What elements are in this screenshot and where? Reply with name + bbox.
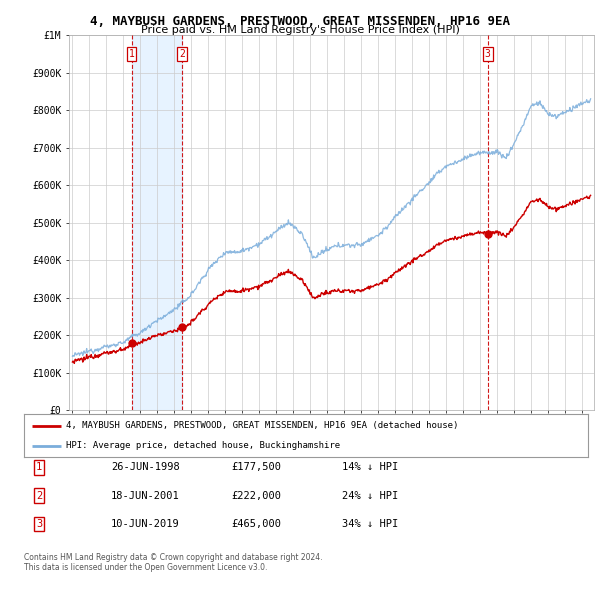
Text: 14% ↓ HPI: 14% ↓ HPI [342, 463, 398, 472]
Text: 34% ↓ HPI: 34% ↓ HPI [342, 519, 398, 529]
Text: 3: 3 [36, 519, 42, 529]
Text: Contains HM Land Registry data © Crown copyright and database right 2024.: Contains HM Land Registry data © Crown c… [24, 553, 323, 562]
Text: 2: 2 [179, 49, 185, 59]
Text: 2: 2 [36, 491, 42, 500]
Text: 4, MAYBUSH GARDENS, PRESTWOOD, GREAT MISSENDEN, HP16 9EA (detached house): 4, MAYBUSH GARDENS, PRESTWOOD, GREAT MIS… [66, 421, 458, 430]
Text: £177,500: £177,500 [231, 463, 281, 472]
Text: 10-JUN-2019: 10-JUN-2019 [111, 519, 180, 529]
Text: This data is licensed under the Open Government Licence v3.0.: This data is licensed under the Open Gov… [24, 563, 268, 572]
Text: 26-JUN-1998: 26-JUN-1998 [111, 463, 180, 472]
Text: £465,000: £465,000 [231, 519, 281, 529]
Text: 4, MAYBUSH GARDENS, PRESTWOOD, GREAT MISSENDEN, HP16 9EA: 4, MAYBUSH GARDENS, PRESTWOOD, GREAT MIS… [90, 15, 510, 28]
Text: 3: 3 [485, 49, 491, 59]
Text: 24% ↓ HPI: 24% ↓ HPI [342, 491, 398, 500]
Text: 18-JUN-2001: 18-JUN-2001 [111, 491, 180, 500]
Text: 1: 1 [36, 463, 42, 472]
Text: 1: 1 [128, 49, 134, 59]
Text: Price paid vs. HM Land Registry's House Price Index (HPI): Price paid vs. HM Land Registry's House … [140, 25, 460, 35]
Text: £222,000: £222,000 [231, 491, 281, 500]
Bar [131, 35, 182, 410]
Text: HPI: Average price, detached house, Buckinghamshire: HPI: Average price, detached house, Buck… [66, 441, 340, 450]
